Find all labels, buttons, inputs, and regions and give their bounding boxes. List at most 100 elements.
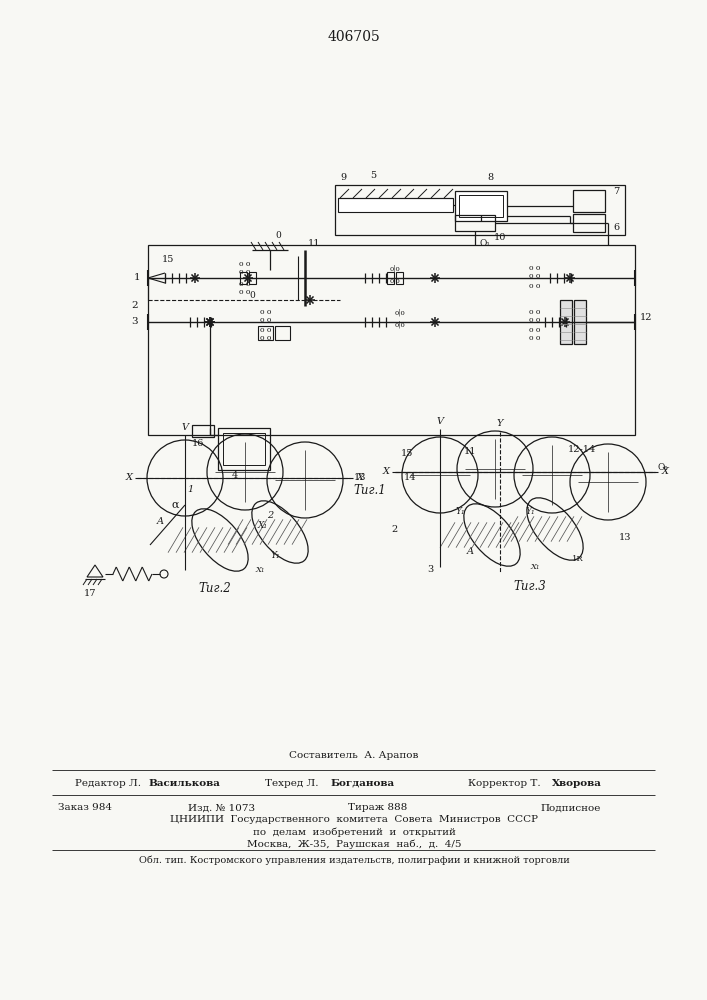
Text: Подписное: Подписное [540, 804, 600, 812]
Text: o o: o o [530, 316, 541, 324]
Text: o o: o o [530, 282, 541, 290]
Text: 16: 16 [192, 438, 204, 448]
Text: 15: 15 [401, 450, 413, 458]
Text: Τиг.2: Τиг.2 [199, 582, 231, 594]
Text: Редактор Л.: Редактор Л. [75, 778, 141, 788]
Text: o o: o o [239, 268, 251, 276]
Text: X: X [382, 468, 390, 477]
Text: Y₁: Y₁ [525, 508, 534, 516]
Text: o o: o o [530, 326, 541, 334]
Text: 4: 4 [232, 472, 238, 481]
Text: α: α [171, 500, 179, 510]
Text: Тираж 888: Тираж 888 [348, 804, 407, 812]
Bar [573, 214, 605, 232]
Text: X: X [662, 468, 669, 477]
Text: V: V [436, 416, 443, 426]
Text: 11: 11 [308, 239, 320, 248]
Bar [560, 300, 572, 344]
Text: 3: 3 [427, 564, 433, 574]
Text: Василькова: Василькова [148, 778, 220, 788]
Text: 8: 8 [487, 174, 493, 182]
Text: o o: o o [260, 308, 271, 316]
Text: Корректор Т.: Корректор Т. [468, 778, 541, 788]
Text: 406705: 406705 [327, 30, 380, 44]
Text: Y₁: Y₁ [455, 508, 464, 516]
Text: по  делам  изобретений  и  открытий: по делам изобретений и открытий [252, 827, 455, 837]
Text: Обл. тип. Костромского управления издательств, полиграфии и книжной торговли: Обл. тип. Костромского управления издате… [139, 855, 569, 865]
Text: Хворова: Хворова [552, 778, 602, 788]
Text: Москва,  Ж-35,  Раушская  наб.,  д.  4/5: Москва, Ж-35, Раушская наб., д. 4/5 [247, 839, 461, 849]
Bar [396, 272, 403, 284]
Text: o|o: o|o [390, 264, 400, 272]
Text: O₁: O₁ [480, 238, 491, 247]
Bar [573, 190, 605, 212]
Text: Y: Y [497, 420, 503, 428]
Text: o o: o o [530, 272, 541, 280]
Text: Τиг.3: Τиг.3 [513, 580, 547, 593]
Bar [218, 428, 270, 470]
Text: A: A [467, 548, 474, 556]
Text: o|o: o|o [390, 276, 400, 284]
Bar [335, 185, 625, 235]
Text: o o: o o [260, 316, 271, 324]
Text: X: X [356, 474, 363, 483]
Text: o o: o o [239, 288, 251, 296]
Bar [387, 272, 394, 284]
Text: Богданова: Богданова [330, 778, 394, 788]
Text: X₁: X₁ [255, 566, 264, 574]
Text: o o: o o [530, 308, 541, 316]
Text: X₁: X₁ [258, 520, 268, 530]
Text: 7: 7 [613, 188, 619, 196]
Bar [223, 433, 265, 465]
Text: Y₁: Y₁ [270, 550, 280, 560]
Text: o o: o o [260, 326, 271, 334]
Text: o o: o o [239, 260, 251, 268]
Text: ЦНИИПИ  Государственного  комитета  Совета  Министров  СССР: ЦНИИПИ Государственного комитета Совета … [170, 816, 538, 824]
Text: Составитель  А. Арапов: Составитель А. Арапов [289, 750, 419, 760]
Text: 2: 2 [132, 300, 138, 310]
Text: 0: 0 [249, 292, 255, 300]
Bar [148, 245, 635, 435]
Bar [459, 195, 503, 217]
Text: 11: 11 [464, 448, 477, 456]
Bar [192, 425, 214, 437]
Text: 5: 5 [370, 170, 376, 180]
Text: A: A [156, 518, 163, 526]
Text: X: X [126, 474, 132, 483]
Text: O₁: O₁ [658, 462, 669, 472]
Text: V: V [182, 422, 189, 432]
Text: o o: o o [530, 334, 541, 342]
Text: 3: 3 [132, 318, 138, 326]
Text: 9: 9 [340, 174, 346, 182]
Bar [258, 326, 273, 340]
Text: 1: 1 [134, 273, 140, 282]
Bar [338, 198, 453, 212]
Text: X₁: X₁ [530, 563, 539, 571]
Text: o o: o o [239, 280, 251, 288]
Bar [455, 191, 507, 221]
Text: 12: 12 [640, 312, 653, 322]
Text: Изд. № 1073: Изд. № 1073 [188, 804, 255, 812]
Bar [240, 272, 247, 284]
Text: 13: 13 [619, 532, 631, 542]
Text: 14: 14 [404, 473, 416, 482]
Text: 12-14: 12-14 [568, 446, 596, 454]
Bar [249, 272, 256, 284]
Bar [574, 300, 586, 344]
Text: 2: 2 [392, 524, 398, 534]
Text: o|o: o|o [395, 320, 405, 328]
Text: Техред Л.: Техред Л. [265, 778, 318, 788]
Text: o o: o o [260, 334, 271, 342]
Text: 6: 6 [613, 224, 619, 232]
Text: 15: 15 [162, 255, 175, 264]
Text: o|o: o|o [395, 308, 405, 316]
Text: 17: 17 [83, 588, 96, 597]
Text: 13: 13 [354, 473, 366, 482]
Text: 2: 2 [267, 510, 273, 520]
Bar [275, 326, 290, 340]
Text: 1: 1 [187, 486, 193, 494]
Text: 1R: 1R [572, 555, 584, 563]
Text: 0: 0 [275, 232, 281, 240]
Text: Τиг.1: Τиг.1 [354, 484, 386, 496]
Text: 10: 10 [493, 233, 506, 242]
